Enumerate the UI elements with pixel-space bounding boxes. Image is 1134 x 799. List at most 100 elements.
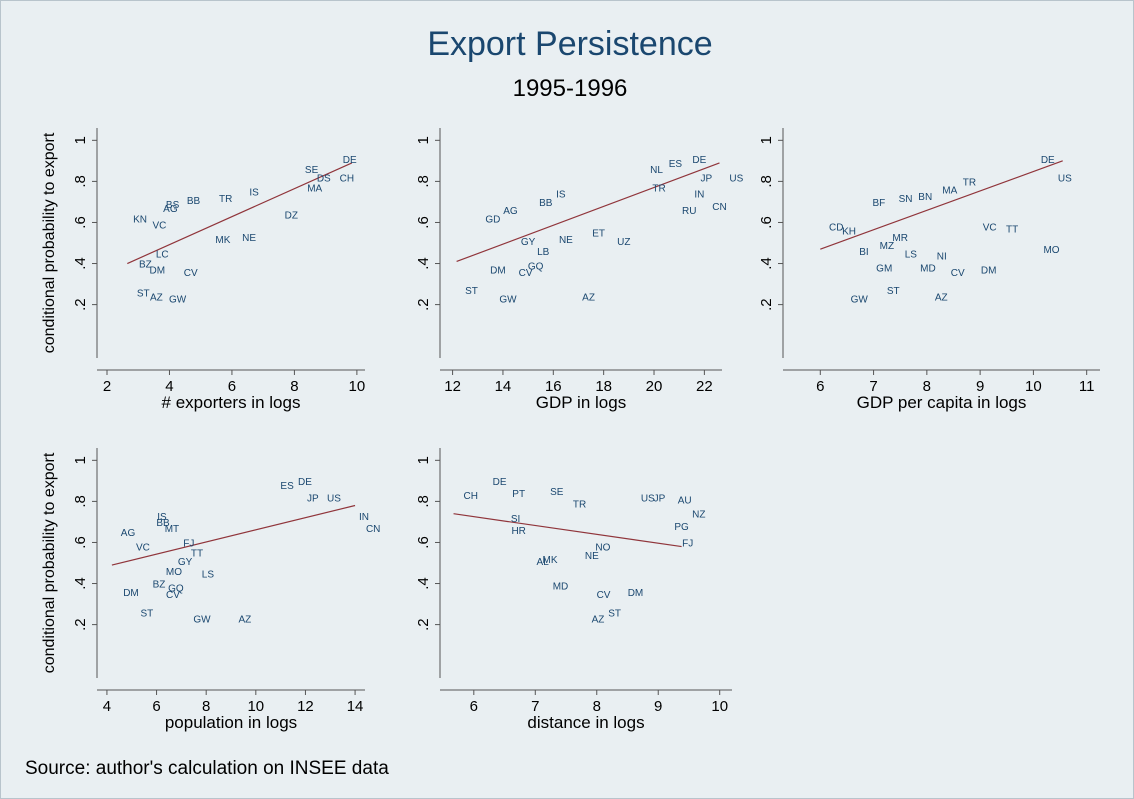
point-label: PT	[512, 489, 525, 500]
y-tick-label: .8	[415, 495, 432, 508]
point-label: DM	[150, 266, 166, 277]
figure-title: Export Persistence	[427, 25, 712, 63]
x-tick-label: 2	[103, 378, 111, 395]
point-label: ES	[669, 159, 683, 170]
point-label: NZ	[692, 510, 705, 521]
source-note: Source: author's calculation on INSEE da…	[25, 758, 389, 779]
point-label: AZ	[592, 614, 605, 625]
point-label: US	[641, 493, 655, 504]
fit-line	[820, 160, 1063, 250]
y-tick-label: .6	[415, 216, 432, 229]
point-label: JP	[654, 493, 666, 504]
y-tick-label: .8	[72, 495, 89, 508]
point-label: MK	[215, 235, 230, 246]
point-label: TR	[219, 194, 232, 205]
x-tick-label: 10	[247, 698, 264, 715]
y-tick-label: .4	[72, 577, 89, 590]
point-label: NE	[559, 235, 573, 246]
point-label: CN	[712, 202, 726, 213]
y-tick-label: .4	[415, 577, 432, 590]
point-label: UZ	[617, 237, 630, 248]
x-tick-label: 20	[646, 378, 663, 395]
x-axis-title: distance in logs	[527, 713, 644, 732]
x-tick-label: 14	[347, 698, 364, 715]
point-label: GW	[193, 614, 211, 625]
x-tick-label: 18	[595, 378, 612, 395]
point-label: MK	[543, 555, 558, 566]
y-tick-label: 1	[415, 136, 432, 144]
y-tick-label: 1	[758, 136, 775, 144]
point-label: MR	[892, 233, 908, 244]
point-label: US	[1058, 173, 1072, 184]
point-label: AZ	[239, 614, 252, 625]
point-label: SE	[305, 165, 319, 176]
x-tick-label: 9	[654, 698, 662, 715]
point-label: ST	[465, 286, 478, 297]
point-label: AZ	[935, 292, 948, 303]
point-label: VC	[983, 223, 997, 234]
point-label: DE	[1041, 155, 1055, 166]
x-tick-label: 4	[103, 698, 111, 715]
x-tick-label: 11	[1079, 378, 1095, 395]
point-label: TR	[963, 177, 976, 188]
point-label: NO	[595, 543, 610, 554]
x-tick-label: 22	[696, 378, 713, 395]
point-label: BB	[539, 198, 553, 209]
point-label: IN	[694, 190, 704, 201]
y-tick-label: .8	[72, 175, 89, 188]
point-label: LS	[905, 249, 918, 260]
point-label: CV	[519, 268, 533, 279]
y-tick-label: .6	[72, 536, 89, 549]
point-label: KN	[133, 214, 147, 225]
point-label: ST	[887, 286, 900, 297]
point-label: JP	[307, 493, 319, 504]
point-label: DE	[343, 155, 357, 166]
point-label: DM	[123, 588, 139, 599]
point-label: GW	[169, 294, 187, 305]
fit-line	[111, 504, 356, 566]
y-tick-label: .2	[415, 298, 432, 311]
point-label: NL	[650, 165, 663, 176]
point-label: AL	[537, 557, 550, 568]
x-tick-label: 10	[711, 698, 728, 715]
point-label: DM	[628, 588, 644, 599]
point-label: NI	[937, 251, 947, 262]
point-label: TR	[652, 184, 665, 195]
point-label: TT	[1006, 225, 1018, 236]
point-label: AZ	[150, 292, 163, 303]
point-label: SI	[511, 514, 520, 525]
point-label: GY	[178, 557, 193, 568]
x-axis-title: GDP in logs	[536, 393, 626, 412]
point-label: DE	[298, 477, 312, 488]
x-tick-label: 8	[290, 378, 298, 395]
point-label: GW	[499, 294, 517, 305]
y-tick-label: .6	[758, 216, 775, 229]
x-axis-title: # exporters in logs	[162, 393, 301, 412]
y-axis-title: conditional probability to export	[41, 452, 58, 673]
x-tick-label: 12	[297, 698, 314, 715]
point-label: CV	[597, 590, 611, 601]
x-axis-title: population in logs	[165, 713, 297, 732]
point-label: US	[729, 173, 743, 184]
point-label: MO	[166, 567, 182, 578]
point-label: BF	[873, 198, 886, 209]
point-label: MD	[920, 264, 936, 275]
point-label: ES	[280, 481, 294, 492]
point-label: DM	[490, 266, 506, 277]
y-tick-label: .8	[758, 175, 775, 188]
x-tick-label: 12	[444, 378, 461, 395]
point-label: MA	[307, 184, 322, 195]
point-label: BS	[166, 200, 180, 211]
point-label: AG	[121, 528, 136, 539]
point-label: DM	[981, 266, 997, 277]
point-label: MD	[553, 582, 569, 593]
point-label: CH	[340, 173, 354, 184]
point-label: SN	[899, 194, 913, 205]
point-label: IN	[359, 512, 369, 523]
y-tick-label: .2	[72, 618, 89, 631]
y-tick-label: 1	[72, 456, 89, 464]
point-label: BB	[156, 518, 170, 529]
point-label: KH	[842, 227, 856, 238]
